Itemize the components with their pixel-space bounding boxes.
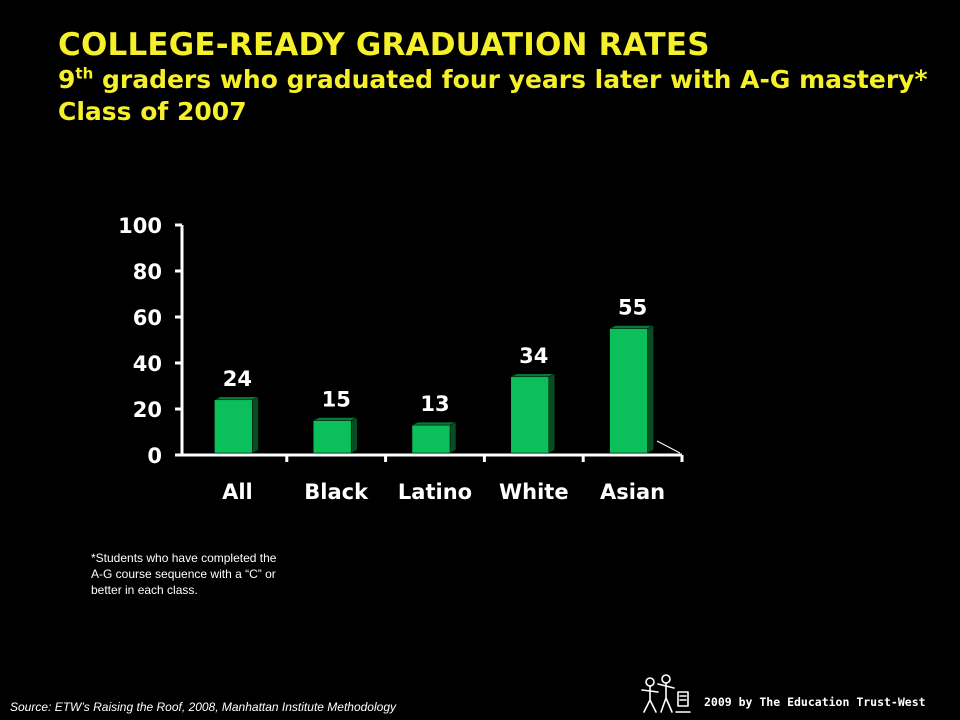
- data-label: 15: [322, 388, 351, 412]
- axis-decoration-line: [656, 440, 681, 454]
- subtitle-rest: graders who graduated four years later w…: [93, 65, 928, 94]
- bar-side-face: [252, 396, 259, 454]
- x-category-label: Latino: [398, 480, 472, 504]
- bar-front-face: [312, 420, 352, 454]
- education-trust-west-logo-icon: [641, 674, 691, 713]
- copyright-notice: 2009 by The Education Trust-West: [704, 695, 926, 709]
- x-category-label: Asian: [600, 480, 665, 504]
- bar-asian: [609, 325, 654, 454]
- data-label: 55: [618, 296, 647, 320]
- bar-side-face: [548, 373, 556, 454]
- subtitle-prefix: 9: [58, 65, 76, 94]
- bar-black: [312, 417, 358, 454]
- bar-top-face: [214, 396, 259, 401]
- bar-top-face: [313, 417, 358, 421]
- data-label: 13: [420, 392, 449, 416]
- bar-latino: [411, 421, 457, 454]
- bar-front-face: [411, 424, 451, 454]
- bar-top-face: [609, 325, 654, 329]
- subtitle-superscript: th: [75, 64, 94, 83]
- data-label: 34: [519, 344, 548, 368]
- bar-top-face: [510, 373, 555, 378]
- slide-title: COLLEGE-READY GRADUATION RATES: [58, 27, 710, 63]
- chart-axes: [175, 223, 684, 462]
- y-tick-label: 20: [133, 398, 162, 422]
- chart-labels: 0 20 40 60 80 100 24 All 15 Black 13 Latino 34 White 5…: [118, 214, 665, 504]
- y-tick-label: 80: [133, 260, 162, 284]
- y-tick-label: 100: [118, 214, 162, 238]
- bar-side-face: [350, 417, 358, 454]
- data-label: 24: [223, 367, 252, 391]
- bar-side-face: [449, 421, 457, 454]
- slide-title-block: COLLEGE-READY GRADUATION RATES 9th grade…: [58, 26, 938, 128]
- bar-top-face: [411, 421, 457, 426]
- bar-all: [214, 396, 259, 454]
- bar-front-face: [214, 399, 253, 454]
- footnote: *Students who have completed the A-G cou…: [91, 551, 277, 597]
- bar-white: [510, 373, 556, 454]
- y-tick-label: 60: [133, 306, 162, 330]
- bar-front-face: [510, 376, 550, 454]
- slide-class-year: Class of 2007: [58, 97, 247, 126]
- y-tick-label: 0: [147, 444, 162, 468]
- source-citation: Source: ETW’s Raising the Roof, 2008, Ma…: [10, 700, 396, 714]
- x-category-label: All: [222, 480, 253, 504]
- y-tick-label: 40: [133, 352, 162, 376]
- chart-bars: [214, 325, 654, 454]
- x-category-label: Black: [304, 480, 369, 504]
- x-category-label: White: [499, 480, 569, 504]
- bar-front-face: [609, 328, 648, 454]
- bar-side-face: [647, 325, 654, 454]
- slide-subtitle: 9th graders who graduated four years lat…: [58, 64, 938, 96]
